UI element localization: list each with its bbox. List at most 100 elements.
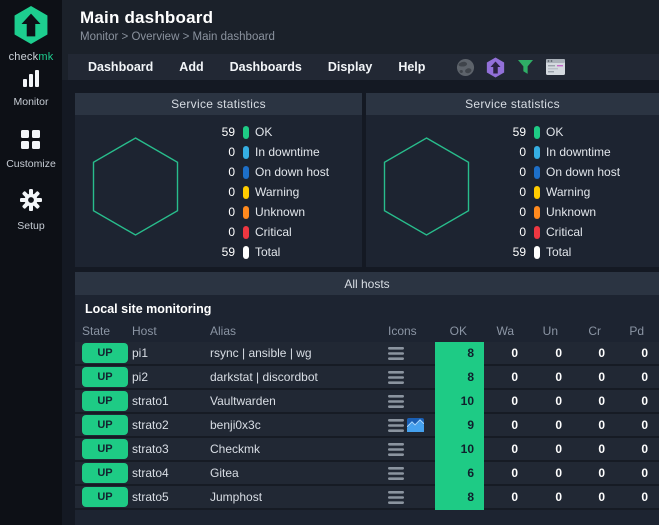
wa-count[interactable]: 0 bbox=[484, 390, 529, 414]
ok-count[interactable]: 8 bbox=[435, 486, 484, 510]
col-host[interactable]: Host bbox=[132, 324, 157, 338]
bar-chart-icon bbox=[22, 70, 40, 92]
col-state[interactable]: State bbox=[82, 324, 111, 338]
host-state-badge[interactable]: UP bbox=[82, 463, 128, 483]
menu-lines-icon[interactable] bbox=[388, 394, 404, 408]
host-name[interactable]: strato2 bbox=[132, 414, 210, 438]
un-count[interactable]: 0 bbox=[529, 462, 573, 486]
breadcrumb[interactable]: Monitor > Overview > Main dashboard bbox=[80, 31, 275, 43]
un-count[interactable]: 0 bbox=[529, 486, 573, 510]
stat-row-ok[interactable]: 59 OK bbox=[191, 122, 329, 142]
filter-icon[interactable] bbox=[515, 57, 536, 78]
host-state-badge[interactable]: UP bbox=[82, 391, 128, 411]
pd-count[interactable]: 0 bbox=[616, 342, 659, 366]
col-alias[interactable]: Alias bbox=[210, 324, 237, 338]
cr-count[interactable]: 0 bbox=[573, 366, 616, 390]
checkmk-logo-icon[interactable] bbox=[12, 5, 50, 50]
menu-item-dashboard[interactable]: Dashboard bbox=[88, 60, 154, 74]
ok-count[interactable]: 6 bbox=[435, 462, 484, 486]
col-ok[interactable]: OK bbox=[449, 324, 467, 338]
un-count[interactable]: 0 bbox=[529, 414, 573, 438]
pd-count[interactable]: 0 bbox=[616, 486, 659, 510]
cr-count[interactable]: 0 bbox=[573, 438, 616, 462]
cr-count[interactable]: 0 bbox=[573, 414, 616, 438]
cr-count[interactable]: 0 bbox=[573, 390, 616, 414]
host-state-badge[interactable]: UP bbox=[82, 439, 128, 459]
menu-lines-icon[interactable] bbox=[388, 418, 404, 432]
globe-icon[interactable] bbox=[455, 57, 476, 78]
un-count[interactable]: 0 bbox=[529, 438, 573, 462]
host-name[interactable]: strato4 bbox=[132, 462, 210, 486]
col-wa[interactable]: Wa bbox=[496, 324, 514, 338]
col-icons[interactable]: Icons bbox=[388, 324, 417, 338]
host-name[interactable]: pi1 bbox=[132, 342, 210, 366]
wa-count[interactable]: 0 bbox=[484, 414, 529, 438]
un-count[interactable]: 0 bbox=[529, 390, 573, 414]
host-name[interactable]: pi2 bbox=[132, 366, 210, 390]
stat-row-on-down-host[interactable]: 0 On down host bbox=[482, 162, 620, 182]
wa-count[interactable]: 0 bbox=[484, 342, 529, 366]
stat-row-critical[interactable]: 0 Critical bbox=[482, 222, 620, 242]
sidebar-item-setup[interactable]: Setup bbox=[17, 189, 45, 232]
host-name[interactable]: strato5 bbox=[132, 486, 210, 510]
host-name[interactable]: strato3 bbox=[132, 438, 210, 462]
pd-count[interactable]: 0 bbox=[616, 414, 659, 438]
col-un[interactable]: Un bbox=[542, 324, 558, 338]
sidebar-item-customize[interactable]: Customize bbox=[6, 130, 56, 170]
hexagon-chart[interactable] bbox=[92, 137, 179, 236]
wa-count[interactable]: 0 bbox=[484, 462, 529, 486]
col-cr[interactable]: Cr bbox=[588, 324, 601, 338]
menu-item-help[interactable]: Help bbox=[398, 60, 426, 74]
pd-count[interactable]: 0 bbox=[616, 462, 659, 486]
menu-item-display[interactable]: Display bbox=[327, 60, 373, 74]
stat-row-unknown[interactable]: 0 Unknown bbox=[191, 202, 329, 222]
col-pd[interactable]: Pd bbox=[629, 324, 644, 338]
wa-count[interactable]: 0 bbox=[484, 438, 529, 462]
cr-count[interactable]: 0 bbox=[573, 342, 616, 366]
stat-row-warning[interactable]: 0 Warning bbox=[482, 182, 620, 202]
sidebar-item-label: Customize bbox=[6, 158, 56, 170]
host-state-badge[interactable]: UP bbox=[82, 343, 128, 363]
pd-count[interactable]: 0 bbox=[616, 438, 659, 462]
stat-label: Critical bbox=[255, 225, 292, 239]
pd-count[interactable]: 0 bbox=[616, 366, 659, 390]
host-state-badge[interactable]: UP bbox=[82, 367, 128, 387]
ok-count[interactable]: 8 bbox=[435, 342, 484, 366]
host-state-badge[interactable]: UP bbox=[82, 415, 128, 435]
stat-row-unknown[interactable]: 0 Unknown bbox=[482, 202, 620, 222]
host-state-badge[interactable]: UP bbox=[82, 487, 128, 507]
menu-lines-icon[interactable] bbox=[388, 442, 404, 456]
checkmk-hexagon-icon[interactable] bbox=[485, 57, 506, 78]
graph-icon[interactable] bbox=[407, 418, 424, 432]
wa-count[interactable]: 0 bbox=[484, 486, 529, 510]
host-name[interactable]: strato1 bbox=[132, 390, 210, 414]
menu-item-add[interactable]: Add bbox=[179, 60, 204, 74]
menu-lines-icon[interactable] bbox=[388, 346, 404, 360]
menu-lines-icon[interactable] bbox=[388, 490, 404, 504]
ok-count[interactable]: 9 bbox=[435, 414, 484, 438]
stat-row-in-downtime[interactable]: 0 In downtime bbox=[482, 142, 620, 162]
menu-item-dashboards[interactable]: Dashboards bbox=[229, 60, 302, 74]
stat-row-ok[interactable]: 59 OK bbox=[482, 122, 620, 142]
pd-count[interactable]: 0 bbox=[616, 390, 659, 414]
un-count[interactable]: 0 bbox=[529, 342, 573, 366]
hexagon-chart[interactable] bbox=[383, 137, 470, 236]
stat-row-on-down-host[interactable]: 0 On down host bbox=[191, 162, 329, 182]
stat-row-warning[interactable]: 0 Warning bbox=[191, 182, 329, 202]
popup-window-icon[interactable] bbox=[545, 57, 566, 78]
cr-count[interactable]: 0 bbox=[573, 486, 616, 510]
menu-lines-icon[interactable] bbox=[388, 370, 404, 384]
status-pill bbox=[243, 125, 249, 139]
ok-count[interactable]: 10 bbox=[435, 438, 484, 462]
sidebar-item-monitor[interactable]: Monitor bbox=[13, 70, 49, 108]
wa-count[interactable]: 0 bbox=[484, 366, 529, 390]
ok-count[interactable]: 10 bbox=[435, 390, 484, 414]
stat-row-total[interactable]: 59 Total bbox=[482, 242, 620, 262]
stat-row-critical[interactable]: 0 Critical bbox=[191, 222, 329, 242]
un-count[interactable]: 0 bbox=[529, 366, 573, 390]
cr-count[interactable]: 0 bbox=[573, 462, 616, 486]
stat-row-in-downtime[interactable]: 0 In downtime bbox=[191, 142, 329, 162]
menu-lines-icon[interactable] bbox=[388, 466, 404, 480]
stat-row-total[interactable]: 59 Total bbox=[191, 242, 329, 262]
ok-count[interactable]: 8 bbox=[435, 366, 484, 390]
